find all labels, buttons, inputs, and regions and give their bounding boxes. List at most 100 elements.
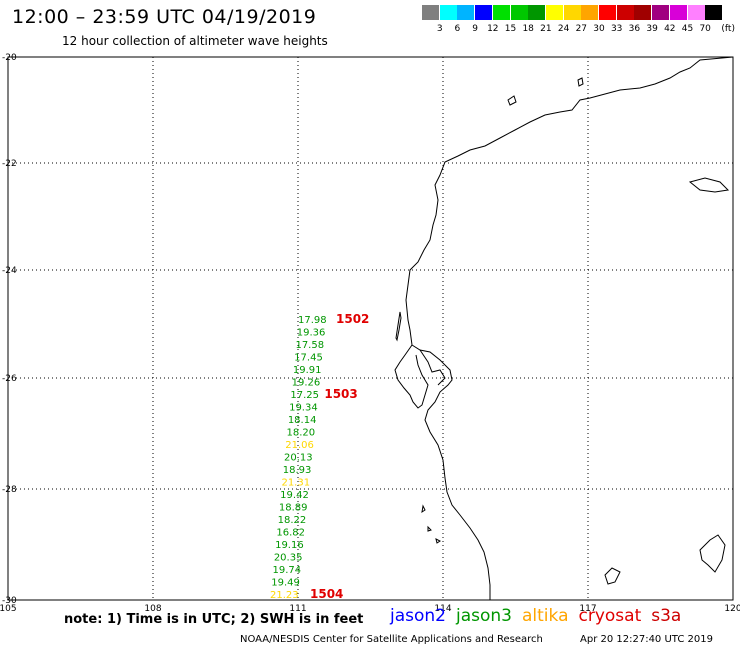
color-scale-label: 39: [646, 24, 658, 34]
color-swatch: [652, 5, 670, 20]
island-small-4: [577, 77, 584, 87]
legend-item-jason2: jason2: [390, 606, 446, 626]
color-swatch: [422, 5, 439, 20]
latitude-label: -26: [2, 374, 17, 384]
island-east-1: [688, 177, 730, 193]
island-small-2: [427, 525, 432, 532]
color-scale-label: 24: [557, 24, 570, 34]
swh-value: 16.82: [276, 528, 305, 539]
swh-value: 20.13: [284, 453, 313, 464]
color-scale-label: 42: [664, 24, 676, 34]
legend-item-s3a: s3a: [651, 606, 682, 626]
island-north: [507, 95, 517, 106]
color-swatch: [669, 5, 687, 20]
footer-timestamp: Apr 20 12:27:40 UTC 2019: [580, 634, 713, 645]
island-small-3: [435, 538, 441, 544]
color-swatch: [457, 5, 475, 20]
color-swatch: [705, 5, 723, 20]
color-scale-label: 27: [575, 24, 588, 34]
color-scale-label: 21: [540, 24, 552, 34]
swh-value: 17.25: [290, 390, 319, 401]
color-scale-label: 33: [610, 24, 623, 34]
satellite-legend: jason2 jason3 altika cryosat s3a: [390, 606, 691, 626]
color-swatch: [563, 5, 581, 20]
swh-value: 19.74: [273, 565, 302, 576]
pass-number-label: 1502: [336, 312, 369, 326]
swh-value: 18.22: [278, 515, 307, 526]
longitude-label: 117: [579, 604, 596, 614]
legend-item-altika: altika: [522, 606, 569, 626]
color-swatch: [581, 5, 599, 20]
latitude-label: -24: [2, 266, 17, 276]
swh-value: 20.35: [274, 553, 303, 564]
swh-value: 21.31: [281, 478, 310, 489]
island-dirk-hartog: [395, 311, 402, 342]
swh-value: 19.49: [271, 578, 300, 589]
swh-value: 19.42: [280, 490, 309, 501]
legend-item-jason3: jason3: [456, 606, 512, 626]
latitude-label: -22: [2, 159, 17, 169]
swh-value: 19.34: [289, 403, 318, 414]
swh-value: 18.93: [283, 465, 312, 476]
color-scale-label: 70: [699, 24, 711, 34]
map-frame: [7, 56, 734, 601]
swh-value: 18.14: [288, 415, 317, 426]
swh-value: 18.89: [279, 503, 308, 514]
pass-number-label: 1504: [310, 587, 343, 601]
island-small-1: [421, 504, 426, 514]
map-title: 12:00 – 23:59 UTC 04/19/2019: [12, 6, 317, 28]
island-east-2: [699, 534, 726, 573]
latitude-label: -28: [2, 485, 17, 495]
legend-item-cryosat: cryosat: [578, 606, 642, 626]
color-scale-label: 6: [454, 24, 461, 34]
pass-labels: 1502 1503 1504: [310, 312, 369, 601]
swh-value: 19.91: [293, 365, 322, 376]
color-scale-label: 45: [681, 24, 694, 34]
longitude-label: 111: [289, 604, 306, 614]
color-swatch: [545, 5, 563, 20]
color-scale-label: 12: [487, 24, 499, 34]
note-text: note: 1) Time is in UTC; 2) SWH is in fe…: [64, 612, 364, 627]
longitude-label: 114: [434, 604, 451, 614]
swh-value: 18.20: [287, 428, 316, 439]
swh-value: 17.98: [298, 315, 327, 326]
color-scale-label: 30: [593, 24, 605, 34]
swh-value: 19.16: [275, 540, 304, 551]
swh-value: 17.45: [294, 353, 323, 364]
swh-value: 19.36: [297, 328, 326, 339]
color-scale-label: 3: [436, 24, 443, 34]
color-swatch: [510, 5, 528, 20]
color-scale-unit: (ft): [721, 24, 735, 34]
coastline-mainland: [405, 56, 734, 600]
latitude-label: -30: [2, 596, 17, 606]
map-subtitle: 12 hour collection of altimeter wave hei…: [62, 34, 328, 48]
swh-value: 21.06: [285, 440, 314, 451]
longitude-label: 105: [0, 604, 17, 614]
swh-value: 17.58: [295, 340, 324, 351]
gridlines: [8, 57, 733, 600]
color-swatch: [475, 5, 493, 20]
pass-number-label: 1503: [324, 387, 357, 401]
axis-ticks: 105 108 111 114 117 120 -20 -22 -24 -26 -28 -30: [0, 53, 740, 614]
island-east-3: [604, 567, 621, 585]
color-swatch: [439, 5, 457, 20]
footer-credit: NOAA/NESDIS Center for Satellite Applica…: [240, 634, 543, 645]
color-swatch: [599, 5, 616, 20]
color-scale-label: 15: [504, 24, 517, 34]
longitude-label: 120: [724, 604, 740, 614]
color-scale-label: 9: [472, 24, 478, 34]
color-scale-label: 18: [522, 24, 534, 34]
coastline-peninsula: [419, 349, 446, 386]
color-swatch: [528, 5, 546, 20]
coastline-shark-bay: [394, 344, 429, 409]
color-swatch: [634, 5, 652, 20]
latitude-label: -20: [2, 53, 17, 63]
swh-value: 21.23: [270, 590, 299, 601]
longitude-label: 108: [144, 604, 161, 614]
color-swatch: [616, 5, 634, 20]
color-scale-label: 36: [628, 24, 641, 34]
swh-value: 19.26: [292, 378, 321, 389]
color-swatch: [687, 5, 705, 20]
